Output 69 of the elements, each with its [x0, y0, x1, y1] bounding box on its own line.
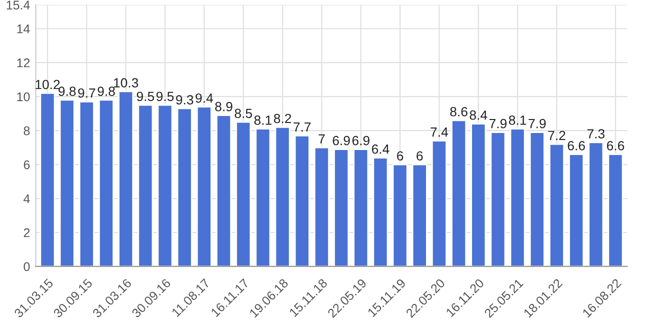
- data-label: 6.6: [607, 141, 624, 150]
- y-tick-label: 6: [24, 160, 30, 170]
- bar: [392, 164, 408, 266]
- bar: [255, 128, 271, 266]
- y-tick-label: 4: [24, 194, 30, 204]
- y-tick-label: 15.4: [6, 0, 30, 10]
- bar: [529, 132, 545, 266]
- bar: [490, 132, 506, 266]
- bar: [138, 104, 154, 266]
- data-label: 7: [318, 134, 325, 144]
- bar: [118, 90, 134, 266]
- bar: [98, 99, 114, 266]
- data-label: 9.8: [98, 86, 115, 96]
- y-tick-label: 12: [17, 58, 30, 68]
- data-label: 9.3: [176, 95, 194, 104]
- data-label: 7.9: [528, 118, 546, 128]
- y-tick-label: 14: [17, 24, 30, 34]
- bar: [548, 143, 564, 266]
- data-label: 9.5: [156, 92, 174, 102]
- data-label: 6.9: [332, 136, 350, 146]
- data-label: 7.9: [489, 118, 507, 128]
- bar: [157, 104, 173, 266]
- bar: [372, 157, 388, 266]
- data-label: 9.8: [58, 86, 76, 96]
- data-label: 9.5: [136, 92, 154, 102]
- bar: [568, 154, 584, 266]
- bar: [608, 154, 624, 266]
- y-tick-label: 10: [17, 92, 30, 102]
- bar: [196, 106, 212, 266]
- data-label: 6: [416, 151, 423, 161]
- data-label: 6.6: [568, 141, 585, 150]
- data-label: 8.9: [215, 102, 232, 112]
- bar: [353, 148, 369, 266]
- bar: [510, 128, 526, 266]
- data-label: 9.4: [196, 93, 213, 103]
- data-label: 7.3: [587, 129, 605, 138]
- data-label: 8.1: [254, 116, 272, 125]
- data-label: 8.2: [274, 114, 292, 124]
- bar: [314, 146, 330, 266]
- data-label: 9.7: [78, 88, 96, 98]
- bar: [451, 120, 467, 266]
- data-label: 10.3: [114, 78, 138, 88]
- data-label: 8.4: [470, 110, 488, 120]
- data-label: 7.2: [548, 130, 566, 140]
- data-label: 7.7: [294, 122, 311, 132]
- data-label: 7.4: [430, 128, 448, 137]
- y-tick-label: 8: [24, 126, 30, 136]
- bar: [294, 134, 310, 266]
- bar: [40, 92, 56, 266]
- bar: [588, 142, 604, 266]
- data-label: 6.4: [372, 144, 390, 154]
- bar: [59, 99, 75, 266]
- bar: [274, 126, 290, 266]
- bar: [78, 100, 94, 266]
- y-tick-label: 0: [24, 262, 30, 272]
- bar: [431, 140, 447, 266]
- data-label: 10.2: [36, 80, 60, 90]
- bar: [216, 114, 232, 266]
- bar: [176, 108, 192, 266]
- data-label: 8.6: [450, 107, 468, 116]
- data-label: 8.1: [508, 116, 526, 125]
- data-label: 8.5: [234, 108, 252, 118]
- bar: [412, 164, 428, 266]
- bar: [470, 123, 486, 266]
- data-label: 6.9: [352, 136, 370, 146]
- y-tick-label: 2: [24, 228, 30, 238]
- bar: [236, 121, 252, 266]
- bar: [334, 148, 350, 266]
- data-label: 6: [397, 151, 404, 161]
